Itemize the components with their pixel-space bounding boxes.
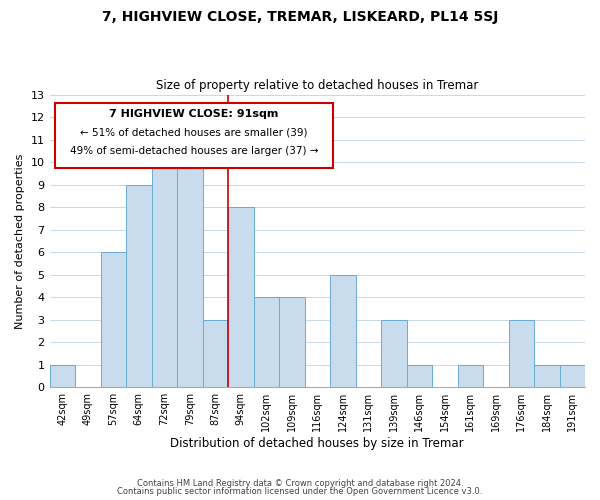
- Bar: [279, 297, 305, 388]
- Text: 7 HIGHVIEW CLOSE: 91sqm: 7 HIGHVIEW CLOSE: 91sqm: [109, 109, 279, 119]
- FancyBboxPatch shape: [55, 104, 334, 168]
- Bar: [330, 274, 356, 388]
- Text: Contains HM Land Registry data © Crown copyright and database right 2024.: Contains HM Land Registry data © Crown c…: [137, 478, 463, 488]
- Bar: [381, 320, 407, 388]
- Bar: [177, 140, 203, 388]
- Bar: [101, 252, 126, 388]
- X-axis label: Distribution of detached houses by size in Tremar: Distribution of detached houses by size …: [170, 437, 464, 450]
- Bar: [126, 184, 152, 388]
- Text: Contains public sector information licensed under the Open Government Licence v3: Contains public sector information licen…: [118, 487, 482, 496]
- Bar: [203, 320, 228, 388]
- Bar: [407, 365, 432, 388]
- Text: 7, HIGHVIEW CLOSE, TREMAR, LISKEARD, PL14 5SJ: 7, HIGHVIEW CLOSE, TREMAR, LISKEARD, PL1…: [102, 10, 498, 24]
- Bar: [254, 297, 279, 388]
- Bar: [534, 365, 560, 388]
- Bar: [458, 365, 483, 388]
- Bar: [228, 207, 254, 388]
- Bar: [152, 162, 177, 388]
- Text: ← 51% of detached houses are smaller (39): ← 51% of detached houses are smaller (39…: [80, 128, 308, 138]
- Title: Size of property relative to detached houses in Tremar: Size of property relative to detached ho…: [156, 79, 478, 92]
- Bar: [560, 365, 585, 388]
- Bar: [50, 365, 75, 388]
- Text: 49% of semi-detached houses are larger (37) →: 49% of semi-detached houses are larger (…: [70, 146, 319, 156]
- Y-axis label: Number of detached properties: Number of detached properties: [15, 154, 25, 328]
- Bar: [509, 320, 534, 388]
